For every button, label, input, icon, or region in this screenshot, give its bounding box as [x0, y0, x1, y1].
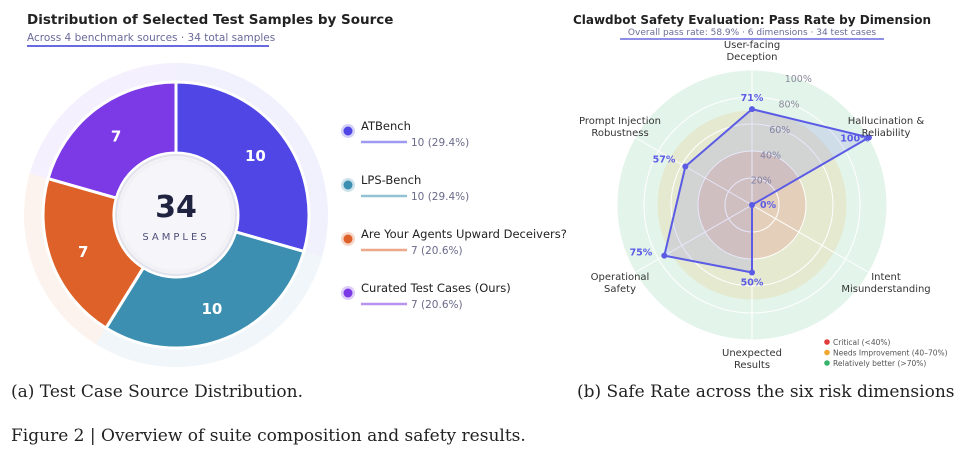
radar-grid: [616, 69, 888, 341]
radar-tick-labels: 20% 40% 60% 80% 100%: [751, 74, 812, 186]
radar-axis-label: Misunderstanding: [841, 284, 930, 295]
donut-slice: [41, 176, 146, 331]
donut-center-value: 34: [155, 190, 197, 225]
radar-series: 71% 100% 0% 50% 75% 57%: [630, 93, 872, 289]
donut-slice: [174, 80, 311, 254]
caption-b: (b) Safe Rate across the six risk dimens…: [577, 382, 955, 402]
radar-axis-label: Prompt Injection: [579, 116, 661, 127]
radar-point: [865, 134, 872, 141]
radar-spoke: [634, 137, 753, 206]
radar-subtitle: Overall pass rate: 58.9% · 6 dimensions …: [628, 28, 876, 38]
radar-spoke: [751, 204, 870, 273]
legend-marker: [343, 126, 353, 136]
radar-legend-marker: [824, 360, 830, 366]
legend-marker: [343, 234, 353, 244]
legend-value: 7 (20.6%): [411, 299, 463, 311]
legend-value: 10 (29.4%): [411, 191, 469, 203]
radar-axis-label: Robustness: [591, 128, 648, 139]
radar-panel: Clawdbot Safety Evaluation: Pass Rate by…: [573, 13, 948, 371]
radar-spoke: [634, 204, 753, 273]
radar-axis-label: Safety: [604, 284, 636, 295]
radar-point: [661, 252, 668, 259]
donut-slice: [46, 80, 178, 200]
radar-legend-marker: [824, 339, 830, 345]
legend-marker: [343, 180, 353, 190]
radar-legend-marker: [824, 349, 830, 356]
radar-axis-label: User-facing: [724, 40, 780, 51]
donut-slice-label: 7: [78, 243, 88, 261]
caption-a: (a) Test Case Source Distribution.: [11, 382, 303, 402]
legend-label: Are Your Agents Upward Deceivers?: [361, 227, 567, 241]
radar-legend-label: Needs Improvement (40–70%): [833, 349, 948, 358]
legend-label: ATBench: [361, 119, 411, 133]
donut-slice: [103, 230, 306, 350]
donut-slice-label: 7: [111, 128, 121, 146]
radar-tick-label: 20%: [751, 176, 772, 187]
radar-point: [749, 202, 755, 208]
radar-value-label: 57%: [653, 155, 676, 166]
donut-halo-3: [29, 63, 176, 180]
radar-tick-label: 100%: [785, 74, 812, 85]
radar-axis-label: Hallucination &: [848, 116, 925, 127]
donut-slices: [41, 80, 311, 350]
radar-title: Clawdbot Safety Evaluation: Pass Rate by…: [573, 13, 931, 27]
radar-point: [749, 269, 755, 276]
radar-axis-label: Unexpected: [722, 348, 782, 359]
legend-value: 7 (20.6%): [411, 245, 463, 257]
radar-point: [682, 163, 689, 170]
radar-legend-label: Critical (<40%): [833, 338, 890, 347]
donut-title: Distribution of Selected Test Samples by…: [27, 12, 393, 28]
radar-axis-label: Deception: [726, 52, 777, 63]
legend-label: LPS-Bench: [361, 173, 421, 187]
donut-hub: [121, 160, 231, 270]
radar-tick-label: 80%: [778, 100, 799, 111]
radar-axis-label: Intent: [871, 272, 901, 283]
radar-value-label: 75%: [630, 248, 653, 259]
donut-center-label: SAMPLES: [142, 232, 209, 243]
donut-slice-labels: 10 10 7 7: [78, 128, 266, 318]
donut-slice-label: 10: [202, 300, 223, 318]
radar-axis-label: Operational: [591, 272, 650, 283]
radar-point: [749, 106, 755, 113]
legend-marker: [343, 288, 353, 298]
donut-subtitle: Across 4 benchmark sources · 34 total sa…: [27, 32, 275, 44]
radar-value-label: 100%: [840, 134, 870, 145]
radar-axis-label: Results: [734, 360, 770, 371]
legend-value: 10 (29.4%): [411, 137, 469, 149]
radar-legend-label: Relatively better (>70%): [833, 359, 926, 368]
radar-tick-label: 60%: [769, 125, 790, 136]
donut-panel: Distribution of Selected Test Samples by…: [23, 12, 567, 368]
radar-legend: Critical (<40%) Needs Improvement (40–70%…: [824, 338, 948, 368]
donut-slice-label: 10: [245, 147, 266, 165]
radar-tick-label: 40%: [760, 150, 781, 161]
radar-axis-label: Reliability: [862, 128, 911, 139]
figure-caption: Figure 2 | Overview of suite composition…: [11, 426, 526, 446]
radar-value-label: 71%: [741, 93, 764, 104]
radar-value-label: 50%: [741, 278, 764, 289]
legend-label: Curated Test Cases (Ours): [361, 281, 511, 295]
radar-value-label: 0%: [760, 200, 777, 211]
